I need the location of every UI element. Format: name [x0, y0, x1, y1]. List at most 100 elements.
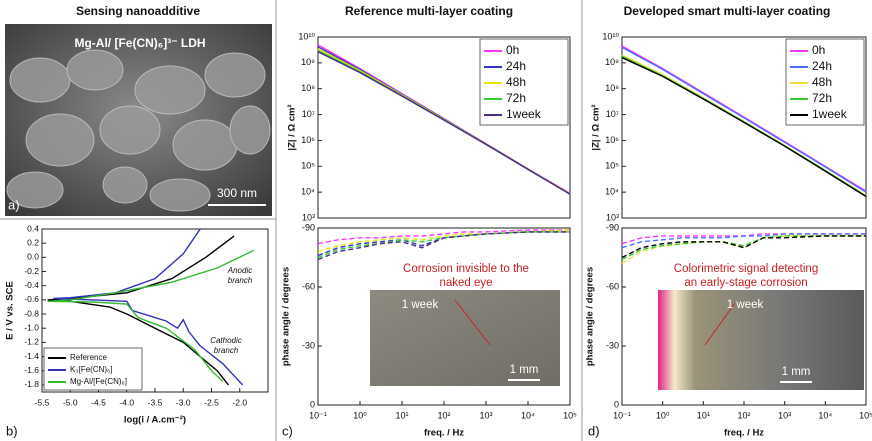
x-tick-label: 10⁵	[859, 410, 872, 420]
series-line	[318, 232, 570, 258]
annotation: Anodic	[227, 266, 252, 275]
legend-label: K₃[Fe(CN)₆]	[70, 365, 112, 374]
x-tick-label: -4.0	[119, 397, 134, 407]
y-tick-label: 10⁹	[605, 57, 619, 67]
legend-label: 0h	[506, 43, 519, 57]
x-tick-label: 10⁴	[818, 410, 832, 420]
panel-label: c)	[282, 423, 293, 438]
inset-scale: 1 mm	[510, 364, 539, 376]
y-tick-label: 0.0	[27, 252, 39, 262]
inset-c: Corrosion invisible to the naked eye 1 w…	[370, 263, 560, 386]
legend-label: 48h	[812, 75, 832, 89]
x-tick-label: -5.0	[63, 397, 78, 407]
y-tick-label: 10³	[606, 212, 619, 222]
y-tick-label: 10⁵	[605, 161, 619, 171]
annotation: Cathodic	[210, 336, 242, 345]
y-tick-label: 10⁸	[605, 83, 619, 93]
y-tick-label: 10⁴	[605, 187, 619, 197]
x-tick-label: -3.0	[176, 397, 191, 407]
y-tick-label: 10⁸	[301, 83, 315, 93]
inset-d: Colorimetric signal detecting an early-s…	[658, 263, 864, 390]
x-tick-label: 10¹	[697, 410, 710, 420]
inset-caption: naked eye	[439, 277, 492, 289]
inset-time: 1 week	[727, 299, 764, 311]
series-line	[318, 232, 570, 260]
panel-a: Sensing nanoadditive Mg-Al/ [Fe(CN)₆]³⁻ …	[5, 4, 272, 216]
y-tick-label: 10⁵	[301, 161, 315, 171]
inset-caption: Colorimetric signal detecting	[674, 263, 818, 275]
legend-label: Mg-Al/[Fe(CN)₆]	[70, 377, 127, 386]
y-tick-label: 10⁹	[301, 57, 315, 67]
x-tick-label: 10⁻¹	[309, 410, 327, 420]
panel-label: d)	[588, 423, 600, 438]
legend-label: 24h	[812, 59, 832, 73]
x-axis-title: log(i / A.cm⁻²)	[124, 415, 186, 426]
y-tick-label: -1.8	[24, 379, 39, 389]
y-tick-label: 10⁴	[301, 187, 315, 197]
y-axis-title: E / V vs. SCE	[5, 281, 16, 340]
y-tick-label: -30	[302, 340, 315, 350]
x-tick-label: 10⁰	[656, 410, 670, 420]
series-line	[318, 230, 570, 252]
y-tick-label: 10⁷	[606, 109, 619, 119]
series-line	[622, 236, 866, 264]
y-tick-label: 0.4	[27, 223, 39, 233]
x-axis-title: freq. / Hz	[724, 428, 764, 439]
figure: Sensing nanoadditive Mg-Al/ [Fe(CN)₆]³⁻ …	[0, 0, 872, 441]
y-axis-title: |Z| / Ω cm²	[591, 104, 602, 150]
inset-scale: 1 mm	[782, 366, 811, 378]
legend-label: 1week	[812, 107, 848, 121]
panel-title: Sensing nanoadditive	[76, 4, 200, 18]
y-tick-label: 10⁶	[605, 135, 619, 145]
legend-label: 0h	[812, 43, 825, 57]
panel-label: b)	[6, 423, 18, 438]
y-tick-label: -0.6	[24, 294, 39, 304]
y-tick-label: -1.4	[24, 351, 39, 361]
y-tick-label: 10³	[302, 212, 315, 222]
y-tick-label: -30	[606, 340, 619, 350]
series-line	[318, 232, 570, 256]
x-tick-label: 10³	[479, 410, 492, 420]
legend-label: 1week	[506, 107, 542, 121]
y-tick-label: 10¹⁰	[602, 31, 619, 41]
y-axis-title: |Z| / Ω cm²	[287, 104, 298, 150]
y-tick-label: -90	[606, 222, 619, 232]
legend-label: 24h	[506, 59, 526, 73]
y-axis-title: phase angle / degrees	[585, 267, 596, 366]
x-tick-label: 10⁵	[563, 410, 577, 420]
x-tick-label: -4.5	[91, 397, 106, 407]
y-tick-label: -0.2	[24, 266, 39, 276]
x-tick-label: 10⁰	[353, 410, 367, 420]
y-tick-label: 10¹⁰	[298, 31, 315, 41]
y-tick-label: -1.6	[24, 365, 39, 375]
y-tick-label: 0	[614, 399, 619, 409]
x-tick-label: 10²	[437, 410, 450, 420]
chart-title: Reference multi-layer coating	[345, 4, 513, 18]
annotation: branch	[228, 276, 253, 285]
legend-label: Reference	[70, 353, 107, 362]
x-tick-label: 10⁴	[521, 410, 535, 420]
legend-label: 72h	[506, 91, 526, 105]
y-tick-label: -0.4	[24, 280, 39, 290]
x-tick-label: -2.5	[204, 397, 219, 407]
y-tick-label: -1.2	[24, 337, 39, 347]
y-tick-label: 0.2	[27, 237, 39, 247]
y-tick-label: 10⁶	[301, 135, 315, 145]
annotation: branch	[214, 346, 239, 355]
series-line	[622, 236, 866, 260]
x-tick-label: -3.5	[148, 397, 163, 407]
x-axis-title: freq. / Hz	[424, 428, 464, 439]
scale-label: 300 nm	[217, 186, 257, 200]
inset-caption: an early-stage corrosion	[684, 277, 807, 289]
y-tick-label: -0.8	[24, 308, 39, 318]
inset-caption: Corrosion invisible to the	[403, 263, 529, 275]
chart-title: Developed smart multi-layer coating	[624, 4, 831, 18]
x-tick-label: -5.5	[35, 397, 50, 407]
legend-label: 48h	[506, 75, 526, 89]
x-tick-label: 10³	[778, 410, 791, 420]
x-tick-label: 10⁻¹	[613, 410, 631, 420]
x-tick-label: 10²	[737, 410, 750, 420]
y-tick-label: -1.0	[24, 322, 39, 332]
y-axis-title: phase angle / degrees	[281, 267, 292, 366]
inset-time: 1 week	[402, 299, 439, 311]
